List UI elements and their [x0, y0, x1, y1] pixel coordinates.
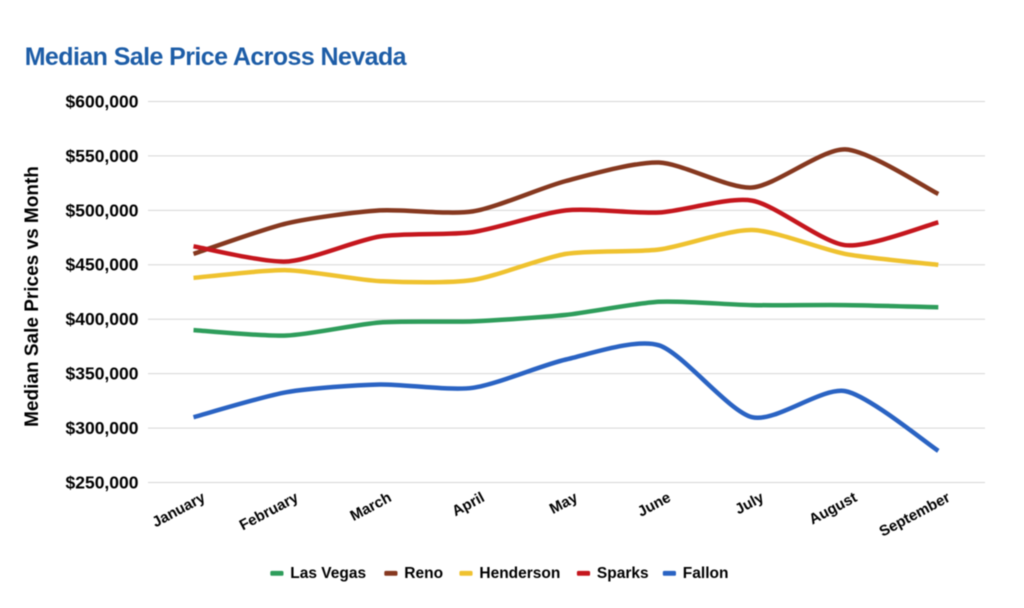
svg-text:Median Sale Prices vs Month: Median Sale Prices vs Month — [22, 166, 43, 427]
svg-text:Fallon: Fallon — [683, 565, 729, 582]
svg-text:$600,000: $600,000 — [66, 91, 139, 111]
svg-text:$500,000: $500,000 — [66, 200, 139, 220]
svg-text:Henderson: Henderson — [479, 565, 560, 582]
svg-text:$300,000: $300,000 — [66, 418, 139, 438]
svg-text:$450,000: $450,000 — [66, 255, 139, 275]
svg-text:$550,000: $550,000 — [66, 146, 139, 166]
svg-text:$350,000: $350,000 — [66, 364, 139, 384]
svg-text:Sparks: Sparks — [597, 565, 649, 582]
svg-text:Las Vegas: Las Vegas — [290, 565, 366, 582]
svg-text:Median Sale Price Across Nevad: Median Sale Price Across Nevada — [25, 43, 408, 71]
svg-text:Reno: Reno — [404, 565, 443, 582]
svg-text:$400,000: $400,000 — [66, 309, 139, 329]
svg-text:$250,000: $250,000 — [66, 472, 139, 492]
